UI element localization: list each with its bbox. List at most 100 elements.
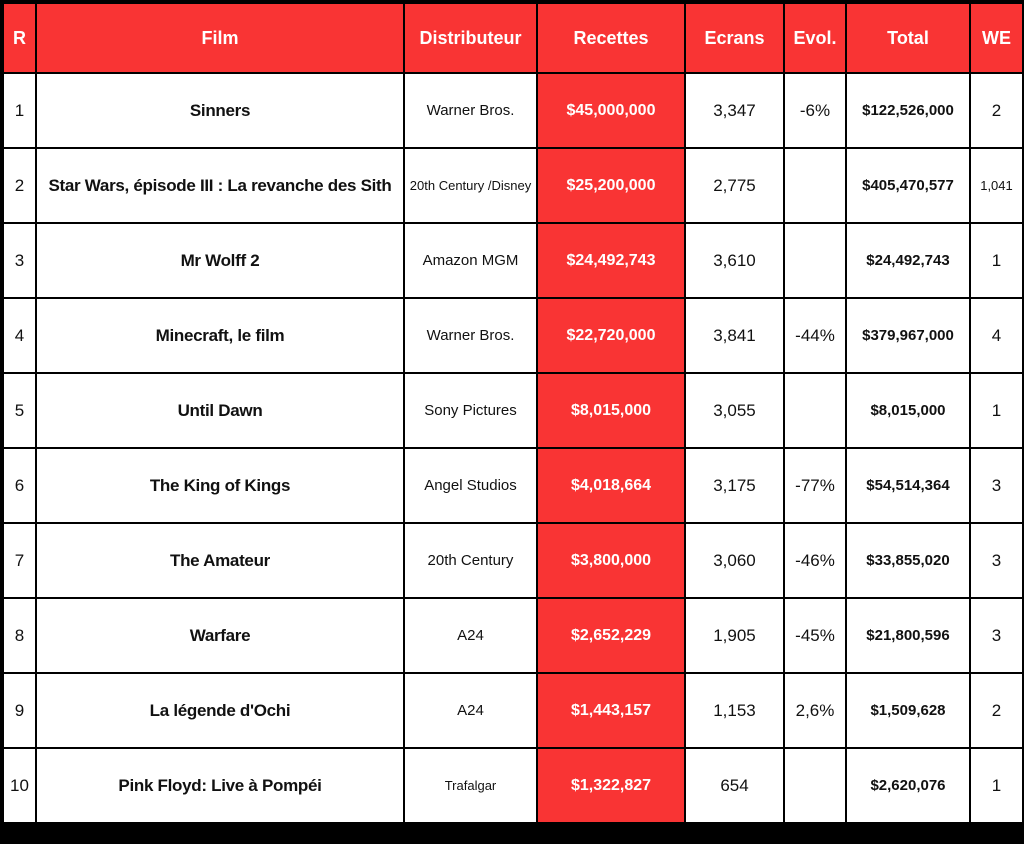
cell-total: $54,514,364 xyxy=(845,447,971,524)
table-body: 1 Sinners Warner Bros. $45,000,000 3,347 -6% $… xyxy=(2,72,1024,824)
cell-distributor: 20th Century /Disney xyxy=(403,147,538,224)
cell-evolution: -6% xyxy=(783,72,847,149)
cell-total: $122,526,000 xyxy=(845,72,971,149)
cell-film: Warfare xyxy=(35,597,405,674)
cell-evolution: -46% xyxy=(783,522,847,599)
cell-distributor: Angel Studios xyxy=(403,447,538,524)
table-row: 9 La légende d'Ochi A24 $1,443,157 1,153 2,6%… xyxy=(2,672,1024,749)
cell-distributor: A24 xyxy=(403,672,538,749)
cell-rank: 9 xyxy=(2,672,37,749)
cell-film: The Amateur xyxy=(35,522,405,599)
table-row: 7 The Amateur 20th Century $3,800,000 3,060-… xyxy=(2,522,1024,599)
cell-weekend: 1 xyxy=(969,222,1024,299)
cell-evolution: -77% xyxy=(783,447,847,524)
cell-revenue: $1,322,827 xyxy=(536,747,686,824)
cell-distributor: Warner Bros. xyxy=(403,297,538,374)
table-row: 2 Star Wars, épisode III : La revanche de… xyxy=(2,147,1024,224)
cell-distributor: 20th Century xyxy=(403,522,538,599)
table-row: 4 Minecraft, le film Warner Bros. $22,720,0… xyxy=(2,297,1024,374)
table-row: 6 The King of Kings Angel Studios $4,018,66… xyxy=(2,447,1024,524)
cell-revenue: $24,492,743 xyxy=(536,222,686,299)
cell-film: The King of Kings xyxy=(35,447,405,524)
cell-total: $379,967,000 xyxy=(845,297,971,374)
cell-rank: 2 xyxy=(2,147,37,224)
cell-revenue: $1,443,157 xyxy=(536,672,686,749)
cell-revenue: $8,015,000 xyxy=(536,372,686,449)
cell-revenue: $22,720,000 xyxy=(536,297,686,374)
table-row: 3 Mr Wolff 2 Amazon MGM $24,492,743 3,610 $24… xyxy=(2,222,1024,299)
cell-rank: 1 xyxy=(2,72,37,149)
cell-revenue: $2,652,229 xyxy=(536,597,686,674)
header-row: R Film Distributeur Recettes Ecrans Evol. Tota… xyxy=(2,2,1024,74)
cell-film: Sinners xyxy=(35,72,405,149)
cell-total: $8,015,000 xyxy=(845,372,971,449)
cell-weekend: 2 xyxy=(969,72,1024,149)
cell-rank: 8 xyxy=(2,597,37,674)
cell-screens: 3,610 xyxy=(684,222,785,299)
cell-total: $24,492,743 xyxy=(845,222,971,299)
cell-distributor: A24 xyxy=(403,597,538,674)
cell-total: $1,509,628 xyxy=(845,672,971,749)
cell-rank: 4 xyxy=(2,297,37,374)
table-row: 1 Sinners Warner Bros. $45,000,000 3,347 -6% $… xyxy=(2,72,1024,149)
cell-weekend: 1 xyxy=(969,372,1024,449)
cell-film: Until Dawn xyxy=(35,372,405,449)
cell-distributor: Trafalgar xyxy=(403,747,538,824)
cell-distributor: Amazon MGM xyxy=(403,222,538,299)
table-row: 8 Warfare A24 $2,652,229 1,905 -45% $21,800,59… xyxy=(2,597,1024,674)
cell-revenue: $4,018,664 xyxy=(536,447,686,524)
box-office-table: R Film Distributeur Recettes Ecrans Evol. Tota… xyxy=(2,2,1024,824)
cell-rank: 5 xyxy=(2,372,37,449)
cell-film: Minecraft, le film xyxy=(35,297,405,374)
header-rank: R xyxy=(2,2,37,74)
cell-weekend: 4 xyxy=(969,297,1024,374)
cell-evolution: -45% xyxy=(783,597,847,674)
cell-screens: 2,775 xyxy=(684,147,785,224)
cell-screens: 3,055 xyxy=(684,372,785,449)
cell-distributor: Sony Pictures xyxy=(403,372,538,449)
cell-screens: 3,841 xyxy=(684,297,785,374)
header-evolution: Evol. xyxy=(783,2,847,74)
cell-total: $405,470,577 xyxy=(845,147,971,224)
table-row: 10 Pink Floyd: Live à Pompéi Trafalgar $1,3… xyxy=(2,747,1024,824)
cell-weekend: 1,041 xyxy=(969,147,1024,224)
cell-film: Star Wars, épisode III : La revanche des… xyxy=(35,147,405,224)
cell-revenue: $45,000,000 xyxy=(536,72,686,149)
cell-revenue: $3,800,000 xyxy=(536,522,686,599)
cell-rank: 6 xyxy=(2,447,37,524)
cell-rank: 10 xyxy=(2,747,37,824)
cell-film: Mr Wolff 2 xyxy=(35,222,405,299)
cell-weekend: 3 xyxy=(969,522,1024,599)
cell-screens: 1,153 xyxy=(684,672,785,749)
cell-screens: 654 xyxy=(684,747,785,824)
cell-evolution xyxy=(783,222,847,299)
cell-evolution: -44% xyxy=(783,297,847,374)
cell-total: $2,620,076 xyxy=(845,747,971,824)
cell-rank: 3 xyxy=(2,222,37,299)
cell-screens: 3,347 xyxy=(684,72,785,149)
cell-film: Pink Floyd: Live à Pompéi xyxy=(35,747,405,824)
header-total: Total xyxy=(845,2,971,74)
cell-revenue: $25,200,000 xyxy=(536,147,686,224)
header-screens: Ecrans xyxy=(684,2,785,74)
header-film: Film xyxy=(35,2,405,74)
cell-evolution: 2,6% xyxy=(783,672,847,749)
cell-distributor: Warner Bros. xyxy=(403,72,538,149)
cell-evolution xyxy=(783,747,847,824)
cell-total: $33,855,020 xyxy=(845,522,971,599)
cell-screens: 3,175 xyxy=(684,447,785,524)
cell-film: La légende d'Ochi xyxy=(35,672,405,749)
cell-weekend: 3 xyxy=(969,447,1024,524)
cell-evolution xyxy=(783,147,847,224)
cell-evolution xyxy=(783,372,847,449)
table-row: 5 Until Dawn Sony Pictures $8,015,000 3,055 $… xyxy=(2,372,1024,449)
cell-screens: 1,905 xyxy=(684,597,785,674)
cell-total: $21,800,596 xyxy=(845,597,971,674)
header-distributor: Distributeur xyxy=(403,2,538,74)
header-weekend: WE xyxy=(969,2,1024,74)
cell-weekend: 3 xyxy=(969,597,1024,674)
cell-rank: 7 xyxy=(2,522,37,599)
header-revenue: Recettes xyxy=(536,2,686,74)
cell-weekend: 1 xyxy=(969,747,1024,824)
